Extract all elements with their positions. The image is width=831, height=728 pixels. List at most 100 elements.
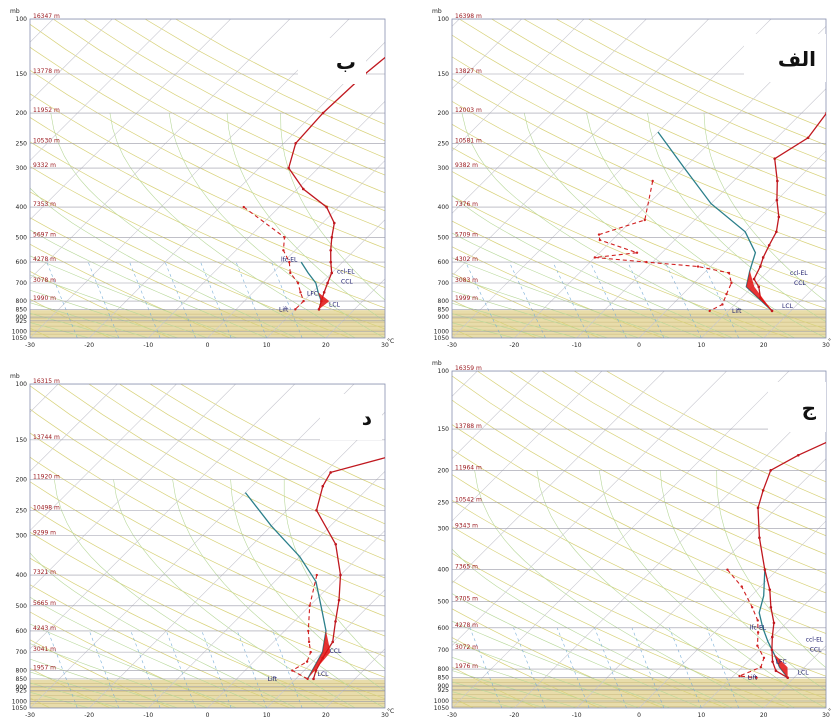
temperature-point xyxy=(458,408,461,411)
dewpoint-point xyxy=(310,651,312,653)
isotherm xyxy=(327,19,646,338)
temperature-tick-label: -30 xyxy=(25,712,35,719)
temperature-tick-label: 0 xyxy=(206,712,210,719)
temperature-point xyxy=(776,199,779,202)
temperature-tick-label: -10 xyxy=(143,342,153,349)
temperature-tick-label: -10 xyxy=(572,342,582,349)
pressure-tick-label: 500 xyxy=(16,603,28,610)
height-label: 10581 m xyxy=(455,137,482,144)
pressure-tick-label: 300 xyxy=(438,525,450,532)
dewpoint-point xyxy=(283,236,285,238)
dry-adiabat xyxy=(58,371,473,708)
temperature-point xyxy=(333,222,336,225)
temperature-tick-label: -10 xyxy=(572,712,582,719)
temperature-point xyxy=(768,244,771,247)
dewpoint-point xyxy=(651,180,653,182)
annotation-label: Lift xyxy=(748,675,758,682)
pressure-tick-label: 250 xyxy=(16,507,28,514)
dry-adiabat xyxy=(90,371,536,708)
isotherm xyxy=(0,384,295,708)
height-label: 3078 m xyxy=(33,277,56,284)
dry-adiabat xyxy=(40,19,473,338)
height-label: 3072 m xyxy=(455,644,478,651)
dry-adiabat xyxy=(0,384,50,708)
dewpoint-point xyxy=(751,606,753,608)
dry-adiabat xyxy=(181,384,831,708)
height-label: 13788 m xyxy=(455,423,482,430)
height-label: 10530 m xyxy=(33,137,60,144)
temperature-tick-label: 20 xyxy=(322,342,330,349)
temperature-tick-label: -20 xyxy=(84,712,94,719)
height-label: 4243 m xyxy=(33,625,56,632)
dewpoint-point xyxy=(306,660,308,662)
temperature-point xyxy=(797,454,800,457)
height-label: 4278 m xyxy=(455,622,478,629)
temperature-tick-label: -30 xyxy=(447,342,457,349)
isotherm xyxy=(390,19,709,338)
temperature-tick-label: -20 xyxy=(84,342,94,349)
pressure-tick-label: 100 xyxy=(16,381,28,388)
panel-label: ج xyxy=(802,396,817,420)
moist-adiabat xyxy=(126,470,545,708)
pressure-tick-label: 250 xyxy=(16,140,28,147)
height-label: 9343 m xyxy=(455,522,478,529)
dry-adiabat xyxy=(0,19,590,338)
temperature-point xyxy=(807,136,810,139)
isotherm xyxy=(0,19,53,338)
temperature-point xyxy=(322,112,325,115)
skewt-panel-2: mb10015020025030040050060070080085090010… xyxy=(0,8,831,349)
pressure-tick-label: 300 xyxy=(438,165,450,172)
temperature-point xyxy=(825,112,828,115)
moist-adiabat xyxy=(0,113,208,338)
panel-label-box xyxy=(768,382,826,432)
moist-adiabat xyxy=(475,470,764,708)
moist-adiabat xyxy=(293,113,671,338)
temperature-point xyxy=(773,157,776,160)
moist-adiabat xyxy=(462,113,764,338)
annotation-label: ccl-EL xyxy=(806,637,824,644)
dewpoint-point xyxy=(697,265,699,267)
pressure-tick-label: 700 xyxy=(438,280,450,287)
pressure-tick-label: 400 xyxy=(438,204,450,211)
pressure-tick-label: 800 xyxy=(438,666,450,673)
temperature-point xyxy=(771,649,774,652)
annotation-label: LCL xyxy=(329,301,341,308)
dewpoint-point xyxy=(294,308,296,310)
temperature-point xyxy=(294,142,297,145)
pressure-tick-label: 400 xyxy=(16,204,28,211)
annotation-label: LCL xyxy=(782,303,794,310)
isotherm xyxy=(390,371,727,708)
height-label: 7321 m xyxy=(33,569,56,576)
dewpoint-point xyxy=(282,249,284,251)
temperature-tick-label: 10 xyxy=(263,712,271,719)
dewpoint-point xyxy=(243,206,245,208)
height-label: 1990 m xyxy=(33,295,56,302)
dry-adiabat xyxy=(0,19,170,338)
temperature-point xyxy=(770,606,773,609)
pressure-tick-label: 1050 xyxy=(12,335,27,342)
temperature-point xyxy=(431,18,434,21)
temperature-tick-label: 10 xyxy=(698,712,706,719)
dewpoint-point xyxy=(725,293,727,295)
pressure-tick-label: 150 xyxy=(438,426,450,433)
dry-adiabat xyxy=(150,384,831,708)
annotation-label: LFC xyxy=(307,290,318,297)
temperature-tick-label: 20 xyxy=(760,712,768,719)
dry-adiabat xyxy=(316,371,831,708)
temperature-point xyxy=(323,291,326,294)
height-label: 11964 m xyxy=(455,464,482,471)
dewpoint-point xyxy=(645,261,647,263)
temperature-point xyxy=(758,536,761,539)
temperature-point xyxy=(331,641,334,644)
pressure-tick-label: 900 xyxy=(438,314,450,321)
annotation-label: Lift xyxy=(268,676,278,683)
pressure-tick-label: 150 xyxy=(16,71,28,78)
isotherm xyxy=(0,19,172,338)
temperature-point xyxy=(331,236,334,239)
pressure-tick-label: 850 xyxy=(438,675,450,682)
temperature-point xyxy=(762,489,765,492)
dewpoint-point xyxy=(306,678,308,680)
pressure-unit: mb xyxy=(10,8,20,15)
temperature-point xyxy=(764,568,767,571)
dry-adiabat xyxy=(0,384,290,708)
